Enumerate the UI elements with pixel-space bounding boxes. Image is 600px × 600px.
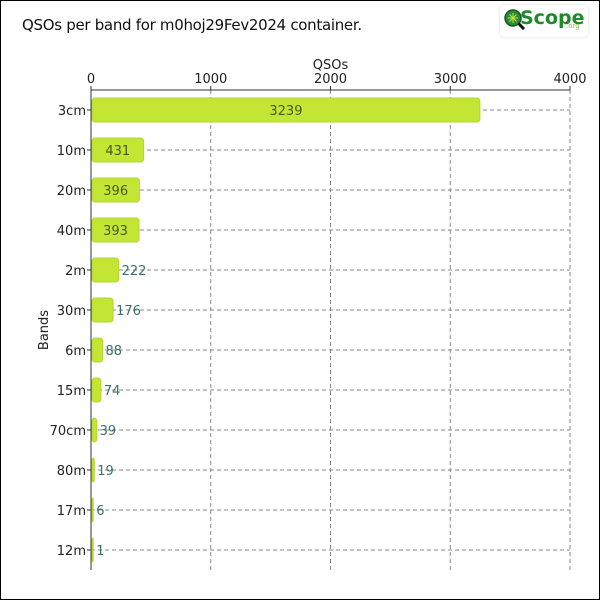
bar <box>91 257 120 283</box>
y-tick-label: 40m <box>57 224 86 239</box>
x-tick-label: 0 <box>87 72 95 87</box>
y-tick-label: 10m <box>57 144 86 159</box>
y-axis-label: Bands <box>37 310 52 350</box>
bar <box>91 177 140 203</box>
y-tick-label: 6m <box>65 344 86 359</box>
y-tick-label: 15m <box>57 384 86 399</box>
bar-value-label: 3239 <box>269 104 302 119</box>
bar <box>91 297 114 323</box>
magnifier-icon <box>504 9 525 30</box>
x-tick-label: 1000 <box>194 72 227 87</box>
bar <box>91 417 98 443</box>
qscope-logo[interactable]: Scope .org <box>500 5 588 37</box>
y-tick-label: 2m <box>65 264 86 279</box>
bar-value-label: 88 <box>106 344 123 359</box>
y-tick-label: 20m <box>57 184 86 199</box>
bar <box>91 497 94 523</box>
y-tick-label: 17m <box>57 504 86 519</box>
y-tick-label: 3cm <box>58 104 86 119</box>
x-axis-label: QSOs <box>313 58 349 73</box>
bar-value-label: 431 <box>105 144 130 159</box>
bar-value-label: 6 <box>96 504 104 519</box>
bar <box>91 377 102 403</box>
bar-value-label: 39 <box>100 424 117 439</box>
bar <box>91 537 94 563</box>
bar-value-label: 1 <box>96 544 104 559</box>
x-tick-label: 3000 <box>434 72 467 87</box>
bar <box>91 457 95 483</box>
y-tick-label: 80m <box>57 464 86 479</box>
chart-title: QSOs per band for m0hoj29Fev2024 contain… <box>22 16 362 34</box>
bar-value-label: 74 <box>104 384 121 399</box>
y-tick-label: 12m <box>57 544 86 559</box>
x-tick-label: 4000 <box>553 72 586 87</box>
bar-value-label: 19 <box>97 464 114 479</box>
bar <box>91 97 481 123</box>
bar-value-label: 222 <box>122 264 147 279</box>
y-tick-label: 70cm <box>50 424 86 439</box>
logo-suffix: .org <box>566 22 580 30</box>
bar-value-label: 393 <box>103 224 128 239</box>
x-tick-label: 2000 <box>314 72 347 87</box>
y-tick-label: 30m <box>57 304 86 319</box>
bar <box>91 137 145 163</box>
bar <box>91 337 104 363</box>
bar-value-label: 396 <box>103 184 128 199</box>
logo-text: Scope <box>520 7 585 29</box>
bar <box>91 217 140 243</box>
bar-value-label: 176 <box>116 304 141 319</box>
